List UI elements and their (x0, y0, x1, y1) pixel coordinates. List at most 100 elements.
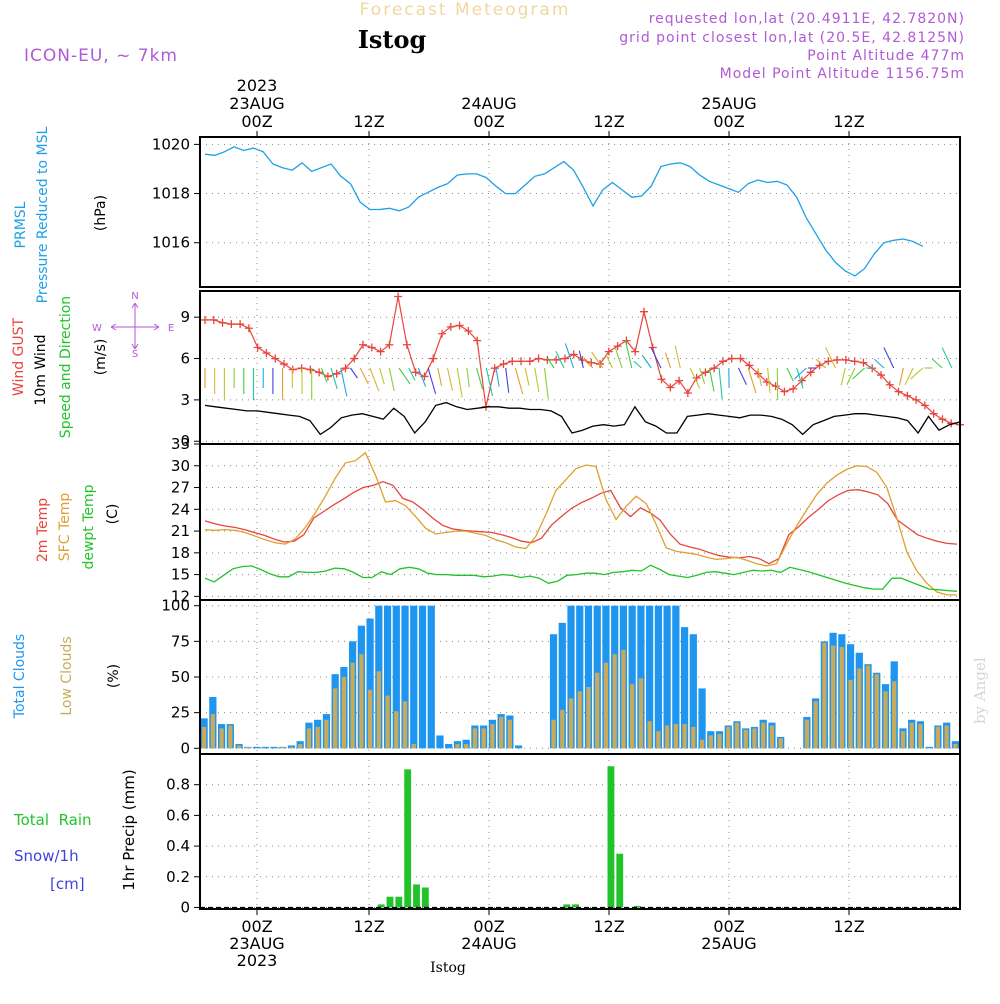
low-cloud-bar (744, 730, 748, 749)
wind-arrow (748, 368, 756, 393)
wind-arrow (467, 368, 469, 387)
wind-arrow (565, 343, 573, 368)
gust-marker (368, 344, 376, 352)
wind-arrow (905, 368, 913, 385)
bottom-date-label: 24AUG (461, 934, 516, 953)
location-title: Istog (358, 25, 427, 54)
low-cloud-bar (551, 720, 555, 749)
gust-marker (227, 320, 235, 328)
low-cloud-bar (779, 738, 783, 748)
wind-arrow (665, 353, 670, 368)
model-point-altitude: Model Point Altitude 1156.75m (720, 66, 965, 82)
total-cloud-bar (270, 747, 277, 748)
y-tick-label: 30 (171, 457, 190, 475)
gust-marker (359, 341, 367, 349)
low-cloud-bar (752, 728, 756, 748)
wind-arrow (642, 355, 651, 368)
wind-arrow (438, 368, 442, 386)
total-cloud-bar (253, 747, 260, 748)
y-tick-label: 25 (171, 704, 190, 722)
low-cloud-bar (281, 747, 285, 748)
low-cloud-bar (482, 728, 486, 748)
compass-e: E (168, 323, 174, 334)
bottom-time-label: 12Z (593, 917, 624, 936)
top-date-label: 23AUG (229, 94, 284, 113)
gust-marker (587, 359, 595, 367)
low-cloud-bar (910, 723, 914, 749)
y-tick-label: 0.4 (166, 837, 190, 855)
panel-4: 00.20.40.60.8 (166, 754, 960, 916)
temp-unit: (C) (105, 504, 121, 525)
wind-arrow (874, 359, 884, 368)
bottom-date-label: 25AUG (701, 934, 756, 953)
clouds-unit: (%) (106, 664, 122, 688)
wind-arrow (428, 368, 436, 394)
low-cloud-bar (656, 731, 660, 748)
y-tick-label: 15 (171, 566, 190, 584)
total-cloud-bar (515, 745, 522, 748)
y-tick-label: 1016 (152, 234, 190, 252)
top-date-label: 24AUG (461, 94, 516, 113)
low-cloud-bar (342, 677, 346, 748)
low-cloud-bar (936, 727, 940, 748)
y-tick-label: 1018 (152, 185, 190, 203)
wind-arrow (515, 368, 522, 394)
rain-bar (422, 888, 429, 908)
compass-w: W (92, 323, 102, 334)
pressure-label-a: PRMSL (13, 201, 29, 248)
gust-marker (938, 415, 946, 423)
low-cloud-bar (219, 728, 223, 748)
wind-arrow (651, 347, 661, 368)
gust-marker (851, 357, 859, 365)
low-cloud-bar (298, 744, 302, 748)
pressure-line (205, 147, 923, 276)
precip-label-snow: Snow/1h (14, 847, 79, 865)
wind-line (205, 403, 960, 435)
low-cloud-bar (726, 727, 730, 748)
low-cloud-bar (857, 668, 861, 748)
low-cloud-bar (464, 744, 468, 748)
total-cloud-bar (698, 688, 705, 748)
wind-arrow (932, 359, 942, 368)
wind-arrow (448, 368, 453, 391)
low-cloud-bar (586, 687, 590, 748)
gust-marker (429, 355, 437, 363)
panel-frame (200, 754, 960, 909)
wind-arrow (615, 348, 622, 368)
bottom-time-label: 12Z (353, 917, 384, 936)
wind-arrow (942, 347, 952, 368)
total-cloud-bar (655, 606, 662, 749)
grid-point-coords: grid point closest lon,lat (20.5E, 42.81… (619, 30, 965, 46)
temp-2m-line (205, 482, 957, 564)
chart-title: Forecast Meteogram (360, 0, 571, 20)
low-cloud-bar (875, 674, 879, 748)
bottom-time-label: 12Z (833, 917, 864, 936)
gust-marker (640, 308, 648, 316)
wind-arrow (675, 345, 680, 368)
gust-marker (201, 316, 209, 324)
wind-arrow (457, 368, 462, 397)
low-cloud-bar (394, 711, 398, 748)
wind-arrow (841, 368, 845, 385)
low-cloud-bar (455, 744, 459, 748)
precip-label-rain: Total Rain (13, 811, 92, 829)
wind-arrow (625, 340, 631, 368)
gust-marker (859, 359, 867, 367)
y-tick-label: 50 (171, 668, 190, 686)
gust-marker (394, 293, 402, 301)
wind-arrow (847, 368, 855, 385)
low-cloud-bar (735, 723, 739, 749)
total-cloud-bar (436, 735, 443, 748)
total-cloud-bar (428, 606, 435, 749)
low-cloud-bar (945, 725, 949, 748)
low-cloud-bar (700, 740, 704, 749)
low-cloud-bar (831, 646, 835, 749)
low-cloud-bar (202, 727, 206, 748)
y-tick-label: 21 (171, 522, 190, 540)
y-tick-label: 0 (180, 739, 190, 757)
low-cloud-bar (717, 734, 721, 748)
y-tick-label: 100 (161, 597, 190, 615)
gust-marker (210, 316, 218, 324)
